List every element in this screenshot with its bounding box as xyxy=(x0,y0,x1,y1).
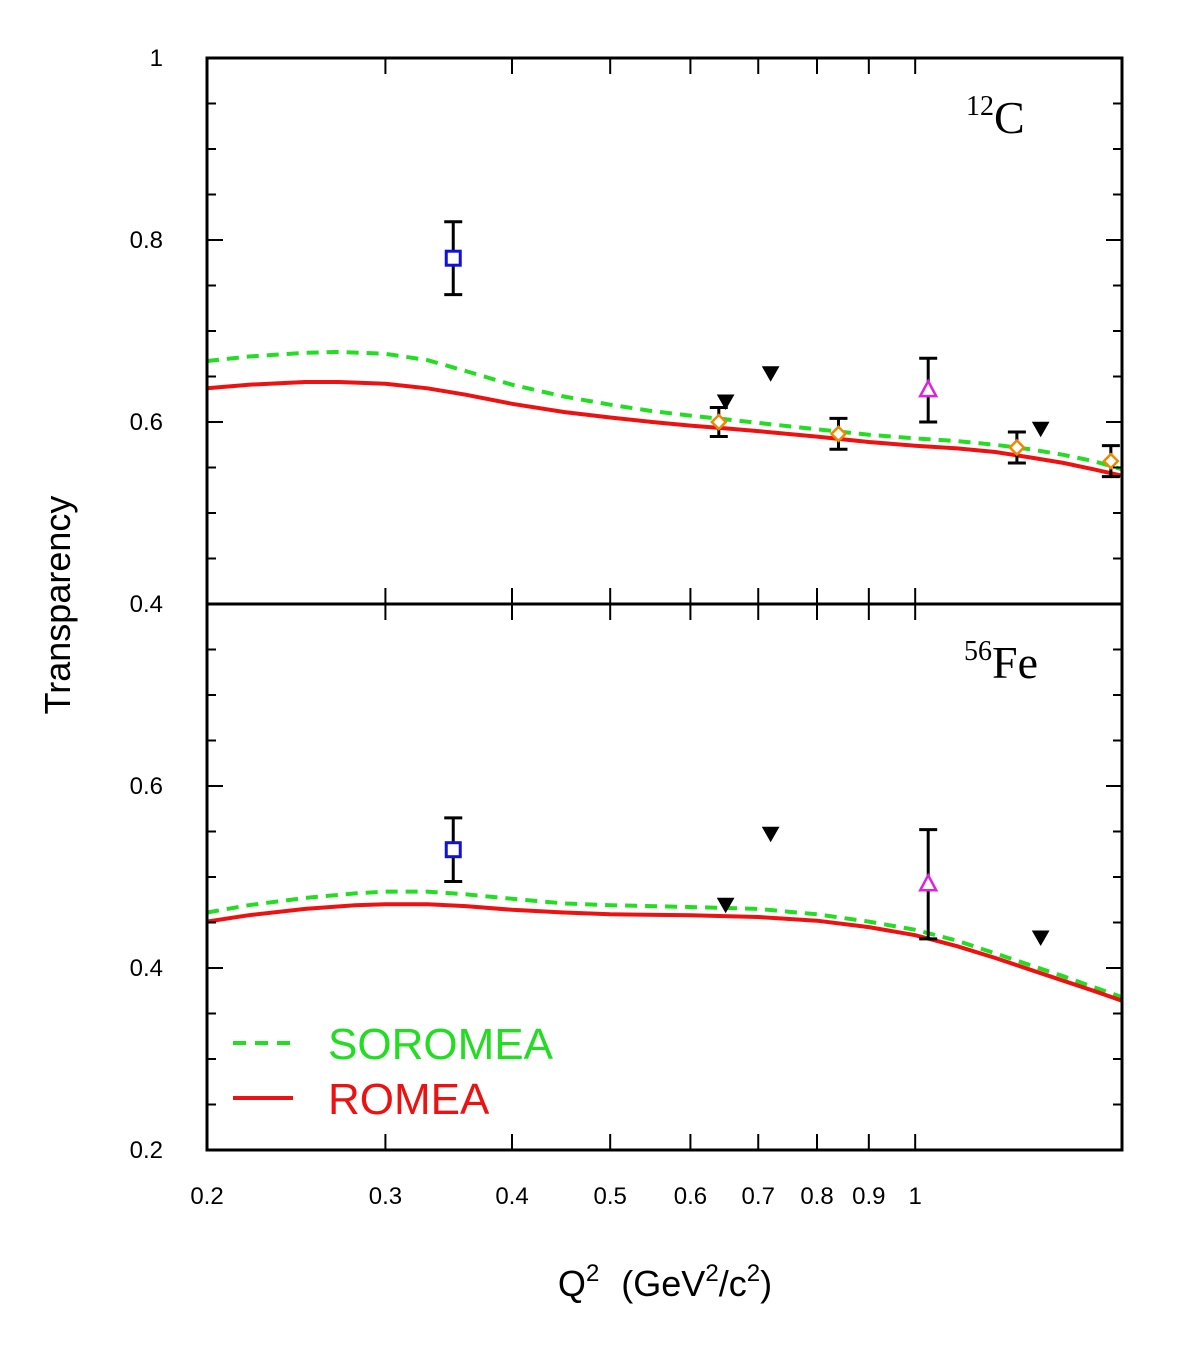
data-point-square xyxy=(444,249,462,267)
legend: SOROMEA ROMEA xyxy=(233,1020,554,1124)
data-point-diamond xyxy=(1102,452,1120,470)
y-tick-label: 0.6 xyxy=(130,409,163,436)
x-tick-label: 0.9 xyxy=(852,1183,885,1210)
curve-soromea xyxy=(206,349,1123,472)
x-tick-label: 0.6 xyxy=(674,1183,707,1210)
curve-soromea xyxy=(206,889,1123,999)
x-tick-label: 0.3 xyxy=(369,1183,402,1210)
nucleus-label-c12: 12C xyxy=(966,91,1025,143)
x-tick-label: 0.7 xyxy=(742,1183,775,1210)
data-point-inverted-triangle xyxy=(761,366,780,382)
data-point-inverted-triangle xyxy=(716,394,735,410)
data-point-diamond xyxy=(710,413,728,431)
data-point-diamond xyxy=(1008,438,1026,457)
x-tick-label: 0.2 xyxy=(190,1183,223,1210)
data-point-inverted-triangle xyxy=(761,826,780,843)
x-tick-label: 1 xyxy=(909,1183,922,1210)
x-tick-label: 0.8 xyxy=(800,1183,833,1210)
legend-label-soromea: SOROMEA xyxy=(328,1020,554,1069)
nucleus-label-fe56: 56Fe xyxy=(964,636,1038,688)
y-tick-label: 0.4 xyxy=(130,955,163,982)
x-axis-title: Q2 (GeV2/c2) xyxy=(558,1260,772,1304)
y-axis-title: Transparency xyxy=(37,496,78,715)
axes: 0.4 0.6 0.8 1 0.2 0.4 0.6 0.2 0.3 0.4 0.5 0.6 0.7 0.8… xyxy=(130,45,1124,1210)
data-point-diamond xyxy=(829,425,848,443)
y-tick-label: 0.8 xyxy=(130,227,163,254)
x-tick-label: 0.5 xyxy=(594,1183,627,1210)
data-point-triangle xyxy=(918,872,939,892)
data-point-inverted-triangle xyxy=(1031,421,1050,438)
legend-label-romea: ROMEA xyxy=(328,1075,490,1124)
y-tick-label: 0.6 xyxy=(130,773,163,800)
curve-romea xyxy=(206,902,1123,1003)
curve-romea xyxy=(206,380,1123,478)
data-point-triangle xyxy=(918,378,939,398)
data-point-inverted-triangle xyxy=(1031,930,1050,946)
data-point-square xyxy=(444,841,462,859)
plot-area xyxy=(206,220,1123,1003)
y-tick-label: 0.4 xyxy=(130,591,163,618)
y-tick-label: 0.2 xyxy=(130,1137,163,1164)
y-tick-label: 1 xyxy=(150,45,163,72)
panel-frame-0 xyxy=(205,56,1124,606)
x-tick-label: 0.4 xyxy=(495,1183,528,1210)
data-point-inverted-triangle xyxy=(716,897,735,914)
